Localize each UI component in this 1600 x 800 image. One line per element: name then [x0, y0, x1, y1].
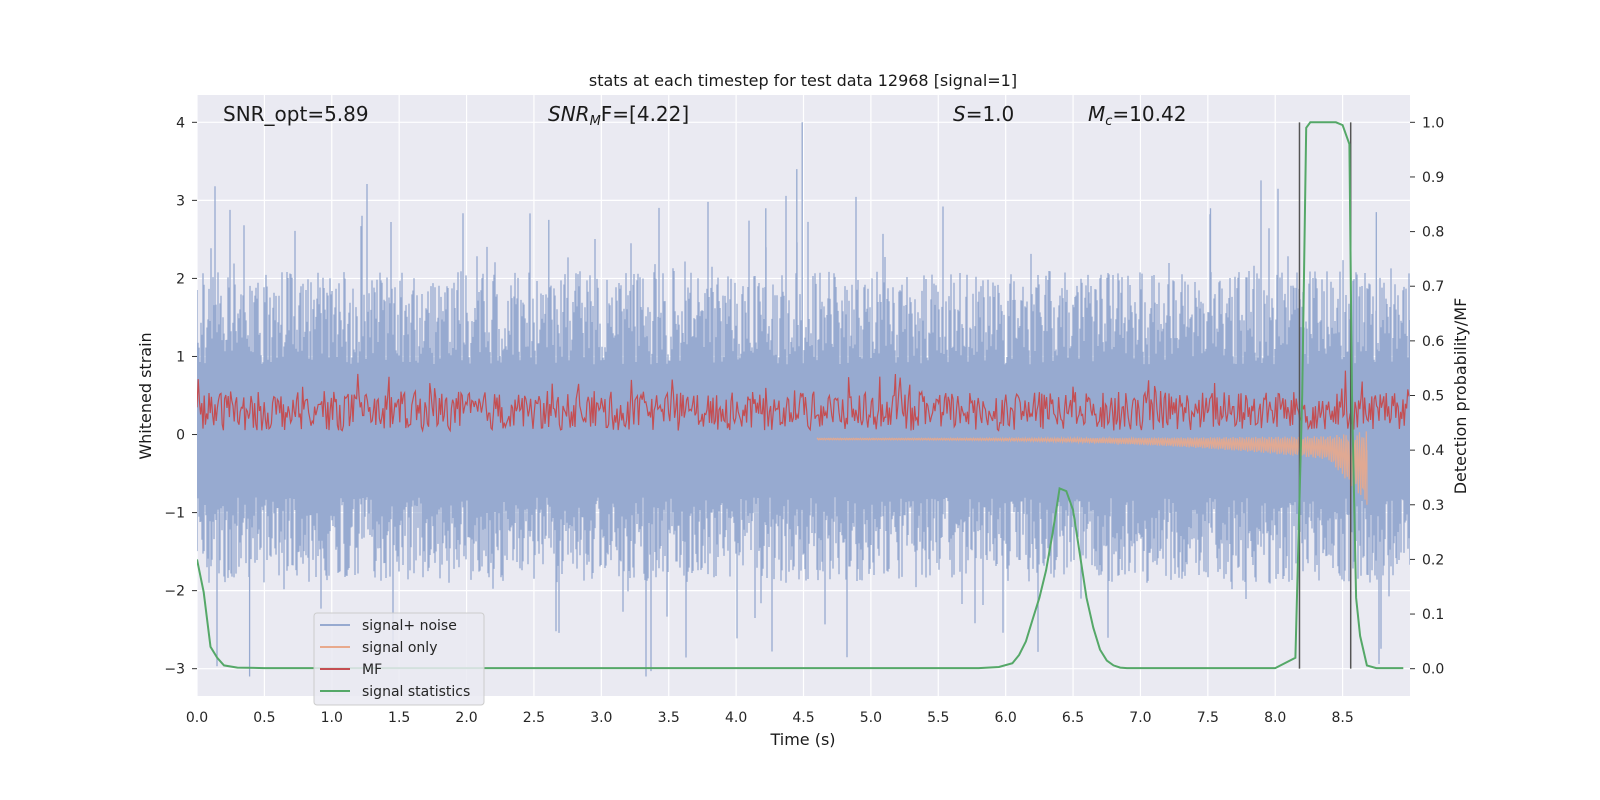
x-tick-label: 7.5 — [1197, 710, 1219, 726]
signal-only-series — [816, 431, 1368, 505]
x-tick-label: 2.5 — [523, 710, 545, 726]
x-tick-label: 5.0 — [860, 710, 882, 726]
y-left-tick-label: 0 — [176, 428, 185, 444]
legend-label-signal-noise: signal+ noise — [362, 618, 457, 634]
y-right-tick-label: 0.8 — [1422, 225, 1444, 241]
legend-label-signal-only: signal only — [362, 640, 437, 656]
y-right-tick-label: 0.6 — [1422, 334, 1444, 350]
x-tick-label: 6.5 — [1062, 710, 1084, 726]
x-tick-label: 4.0 — [725, 710, 747, 726]
x-tick-label: 3.0 — [590, 710, 612, 726]
y-left-tick-label: 2 — [176, 271, 185, 287]
y-axis-right-label: Detection probability/MF — [1451, 298, 1470, 495]
y-axis-left-label: Whitened strain — [136, 332, 155, 459]
mf-series — [197, 370, 1410, 433]
x-tick-label: 1.0 — [321, 710, 343, 726]
x-tick-label: 7.0 — [1129, 710, 1151, 726]
y-right-tick-label: 0.1 — [1422, 607, 1444, 623]
y-left-tick-label: 1 — [176, 349, 185, 365]
annotation-s: S=1.0 — [953, 102, 1014, 126]
annotation-mc: Mc=10.42 — [1088, 102, 1186, 129]
y-right-tick-label: 0.5 — [1422, 389, 1444, 405]
x-tick-label: 8.5 — [1331, 710, 1353, 726]
x-tick-label: 3.5 — [658, 710, 680, 726]
x-tick-label: 5.5 — [927, 710, 949, 726]
signal-only-line — [816, 431, 1368, 505]
x-tick-label: 2.0 — [455, 710, 477, 726]
x-tick-label: 0.0 — [186, 710, 208, 726]
legend-label-signal-statistics: signal statistics — [362, 684, 470, 700]
y-right-tick-label: 0.4 — [1422, 443, 1444, 459]
x-tick-label: 6.0 — [995, 710, 1017, 726]
tick-labels: 0.0 0.5 1.0 1.5 2.0 2.5 3.0 3.5 4.0 4.5 5.0 5.5 6.0 6… — [164, 115, 1444, 726]
annotation-snr-mf: SNRMF=[4.22] — [548, 102, 689, 129]
chart-title: stats at each timestep for test data 129… — [589, 71, 1017, 90]
y-left-tick-label: −3 — [164, 662, 185, 678]
y-right-tick-label: 0.0 — [1422, 662, 1444, 678]
annotation-snr-opt: SNR_opt=5.89 — [223, 102, 369, 126]
x-tick-label: 1.5 — [388, 710, 410, 726]
y-right-tick-label: 1.0 — [1422, 115, 1444, 131]
y-right-tick-label: 0.7 — [1422, 279, 1444, 295]
x-tick-label: 8.0 — [1264, 710, 1286, 726]
legend-label-mf: MF — [362, 662, 382, 678]
y-left-tick-label: −1 — [164, 506, 185, 522]
legend-box — [313, 612, 485, 706]
y-left-tick-label: 4 — [176, 115, 185, 131]
y-right-tick-label: 0.9 — [1422, 170, 1444, 186]
signal-statistics-series — [197, 121, 1404, 670]
x-axis-label: Time (s) — [769, 730, 835, 749]
x-tick-label: 4.5 — [792, 710, 814, 726]
y-right-tick-label: 0.2 — [1422, 552, 1444, 568]
y-right-tick-label: 0.3 — [1422, 498, 1444, 514]
mf-line — [197, 370, 1410, 433]
x-tick-label: 0.5 — [253, 710, 275, 726]
signal-statistics-line — [197, 121, 1404, 670]
legend: signal+ noise signal only MF signal stat… — [313, 612, 485, 706]
y-left-tick-label: −2 — [164, 584, 185, 600]
y-left-tick-label: 3 — [176, 193, 185, 209]
